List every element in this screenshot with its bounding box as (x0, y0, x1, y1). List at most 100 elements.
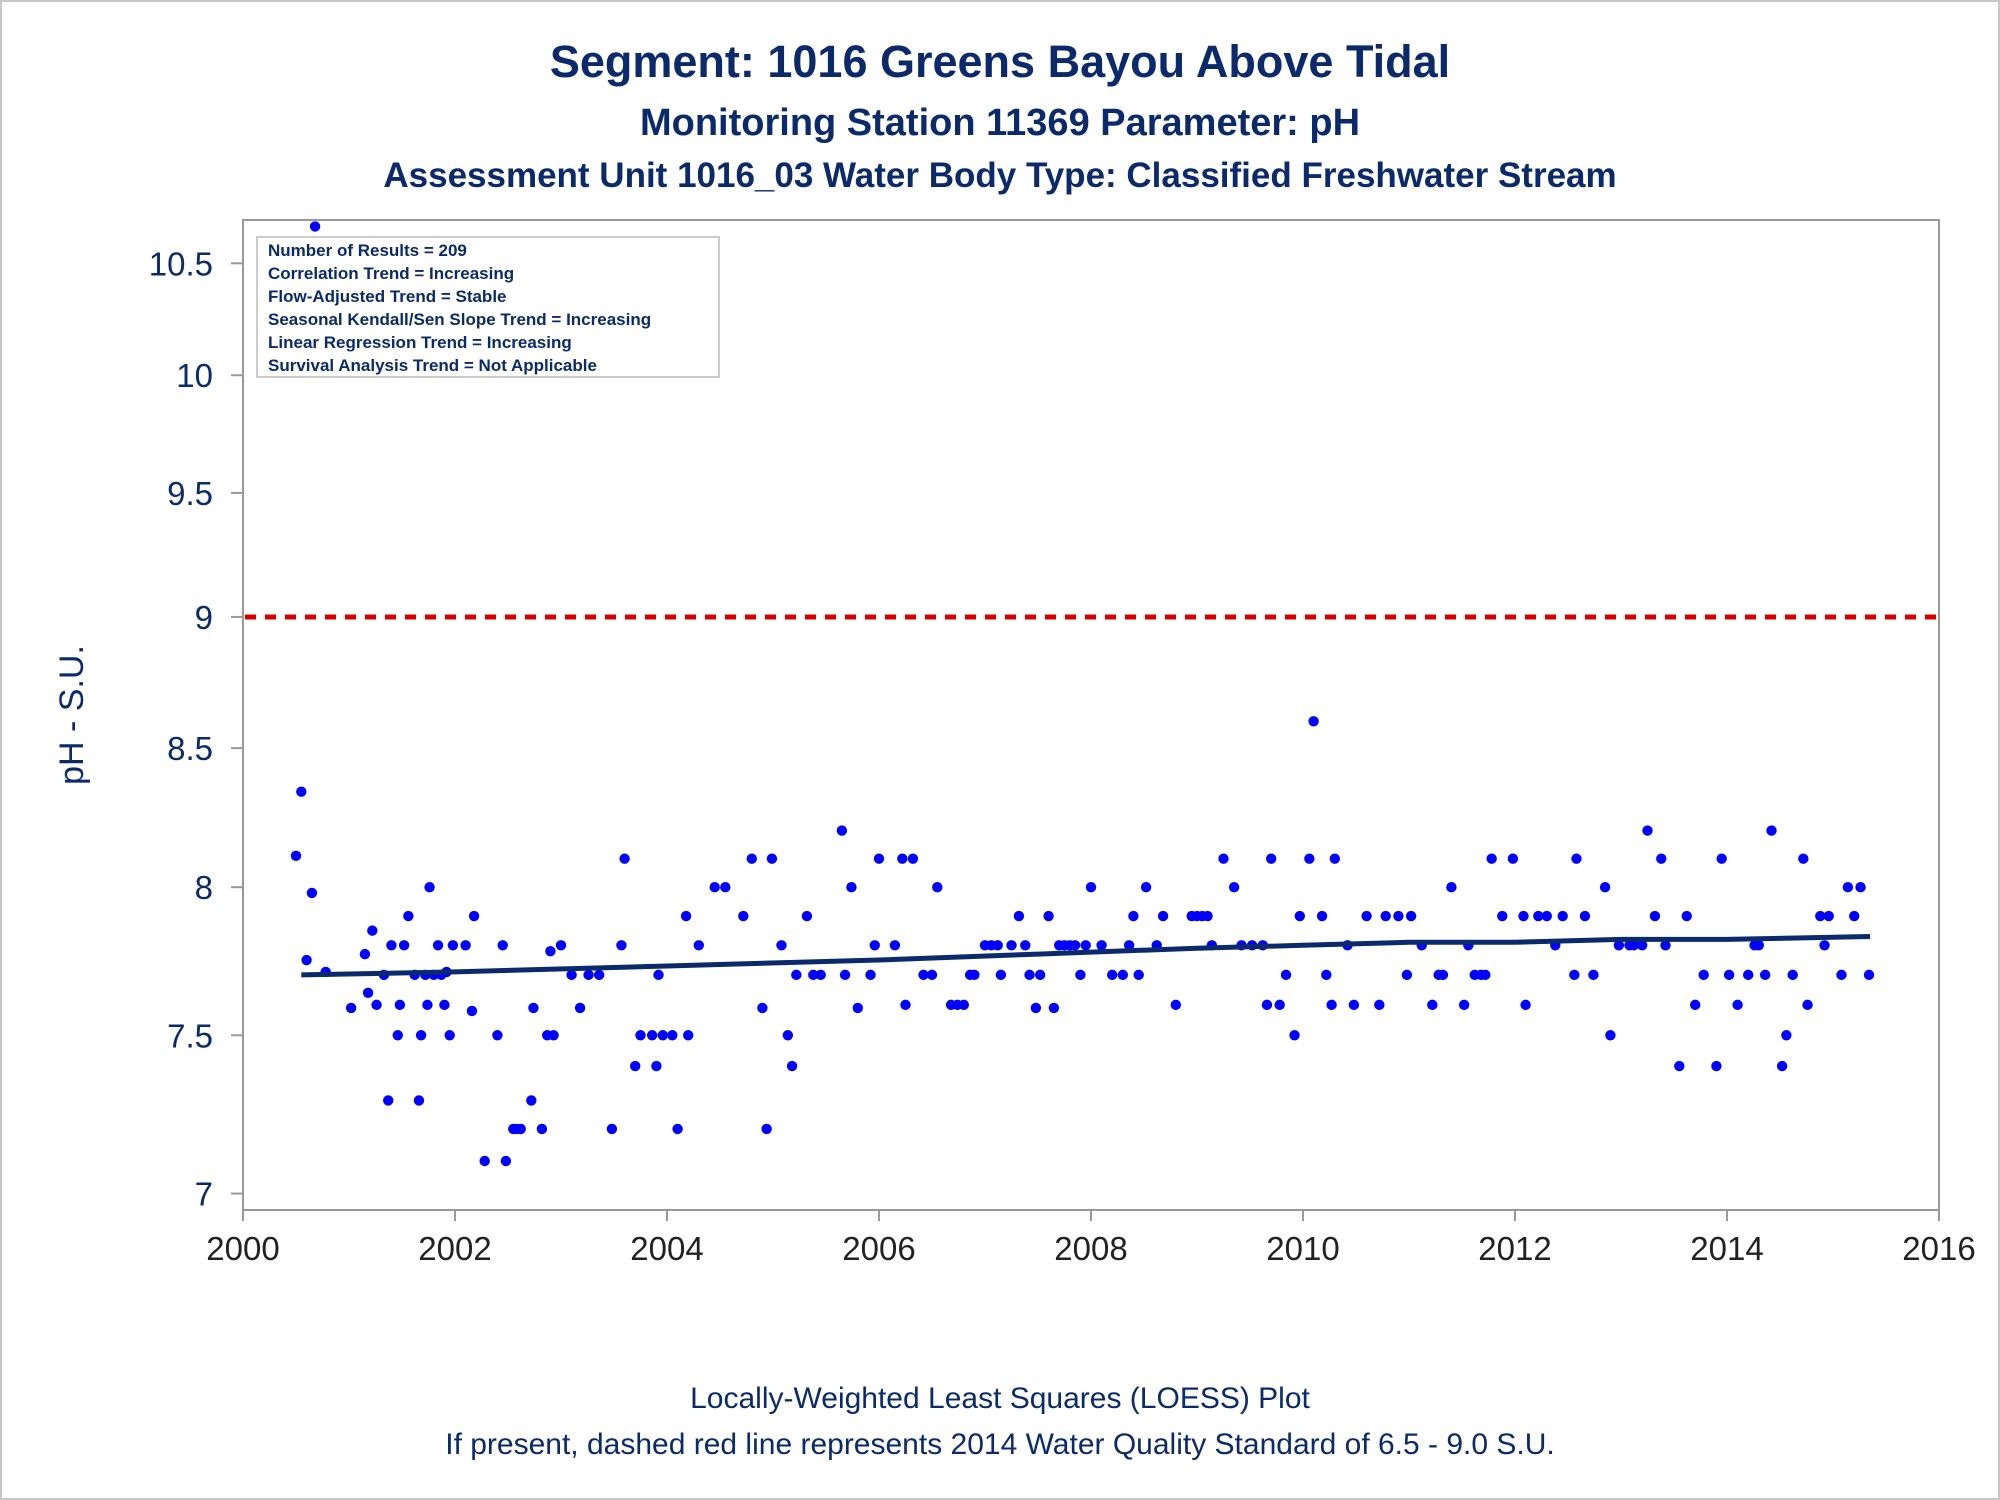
data-point (738, 910, 749, 922)
data-point (1656, 853, 1667, 864)
data-point (808, 969, 819, 981)
data-point (1842, 881, 1854, 893)
data-point (460, 940, 471, 951)
data-point (583, 969, 594, 981)
data-point (1507, 853, 1519, 864)
data-point (574, 1002, 586, 1014)
data-point (1776, 1060, 1788, 1072)
x-tick-label: 2008 (1054, 1230, 1127, 1267)
y-tick-label: 10 (176, 357, 213, 394)
data-point (1170, 999, 1182, 1011)
data-point (468, 910, 480, 922)
data-point (1716, 853, 1727, 864)
data-point (1599, 881, 1611, 893)
data-point (447, 940, 459, 951)
data-point (646, 1030, 658, 1041)
data-point (1781, 1030, 1792, 1041)
data-point (1020, 940, 1031, 951)
data-point (630, 1060, 641, 1072)
data-point (846, 881, 857, 893)
data-point (1446, 881, 1457, 893)
y-tick-label: 8.5 (167, 730, 213, 767)
data-point (839, 969, 851, 981)
data-point (1393, 910, 1404, 922)
data-point (1128, 910, 1139, 922)
data-point (359, 948, 371, 960)
chart-title: Segment: 1016 Greens Bayou Above Tidal (549, 36, 1451, 87)
data-point (1316, 910, 1328, 922)
x-tick-label: 2006 (842, 1230, 915, 1267)
data-point (1628, 940, 1639, 951)
data-point (667, 1030, 678, 1041)
data-point (439, 999, 450, 1011)
data-point (1069, 940, 1081, 951)
data-point (1096, 940, 1107, 951)
data-point (367, 925, 378, 936)
info-box-line: Number of Results = 209 (268, 241, 467, 260)
data-point (1261, 999, 1273, 1011)
data-point (1361, 910, 1372, 922)
footnote-loess: Locally-Weighted Least Squares (LOESS) P… (690, 1382, 1310, 1415)
info-box-line: Survival Analysis Trend = Not Applicable (268, 356, 597, 375)
data-point (1819, 940, 1830, 951)
loess-line (301, 934, 1871, 978)
x-tick-label: 2016 (1902, 1230, 1975, 1267)
info-box-line: Flow-Adjusted Trend = Stable (268, 287, 507, 306)
data-point (1427, 999, 1438, 1011)
data-point (386, 940, 397, 951)
data-point (1723, 969, 1735, 981)
data-point (1329, 853, 1341, 864)
info-box: Number of Results = 209 Correlation Trend… (256, 236, 720, 378)
data-point (1637, 940, 1648, 951)
data-point (1274, 999, 1285, 1011)
info-box-line: Linear Regression Trend = Increasing (268, 333, 572, 352)
data-point (566, 969, 577, 981)
data-point (1458, 999, 1470, 1011)
data-point (371, 999, 382, 1011)
data-point (1681, 910, 1692, 922)
data-point (683, 1030, 694, 1041)
data-point (548, 1030, 559, 1041)
data-point (766, 853, 778, 864)
data-point (1605, 1030, 1616, 1041)
x-tick-label: 2004 (630, 1230, 703, 1267)
data-point (1107, 969, 1118, 981)
y-axis-label: pH - S.U. (53, 645, 91, 785)
data-point (791, 969, 802, 981)
data-point (424, 881, 435, 893)
data-point (1863, 969, 1875, 981)
data-point (492, 1030, 503, 1041)
data-point (672, 1123, 683, 1135)
data-point (907, 853, 919, 864)
data-point (995, 969, 1007, 981)
x-tick-label: 2014 (1690, 1230, 1763, 1267)
data-point (1732, 999, 1743, 1011)
data-point (398, 940, 410, 951)
data-point (497, 940, 508, 951)
data-point (1321, 969, 1332, 981)
data-point (1802, 999, 1813, 1011)
data-point (1690, 999, 1701, 1011)
data-point (836, 825, 848, 836)
data-point (873, 853, 885, 864)
data-point (403, 910, 414, 922)
data-point (1043, 910, 1054, 922)
x-tick-label: 2002 (418, 1230, 491, 1267)
y-tick-label: 9 (195, 599, 213, 636)
y-axis: 7 7.5 8 8.5 9 9.5 10 10.5 (149, 245, 243, 1213)
data-point (1024, 969, 1035, 981)
data-point (1304, 853, 1315, 864)
data-point (1579, 910, 1591, 922)
data-point (1642, 825, 1653, 836)
data-point (786, 1060, 798, 1072)
data-point (415, 1030, 427, 1041)
data-point (1034, 969, 1046, 981)
data-point (413, 1095, 425, 1106)
data-point (1533, 910, 1544, 922)
data-point (1569, 969, 1580, 981)
data-point (1613, 940, 1625, 951)
data-point (1674, 1060, 1685, 1072)
data-point (897, 853, 908, 864)
data-point (422, 999, 433, 1011)
data-point (1849, 910, 1860, 922)
